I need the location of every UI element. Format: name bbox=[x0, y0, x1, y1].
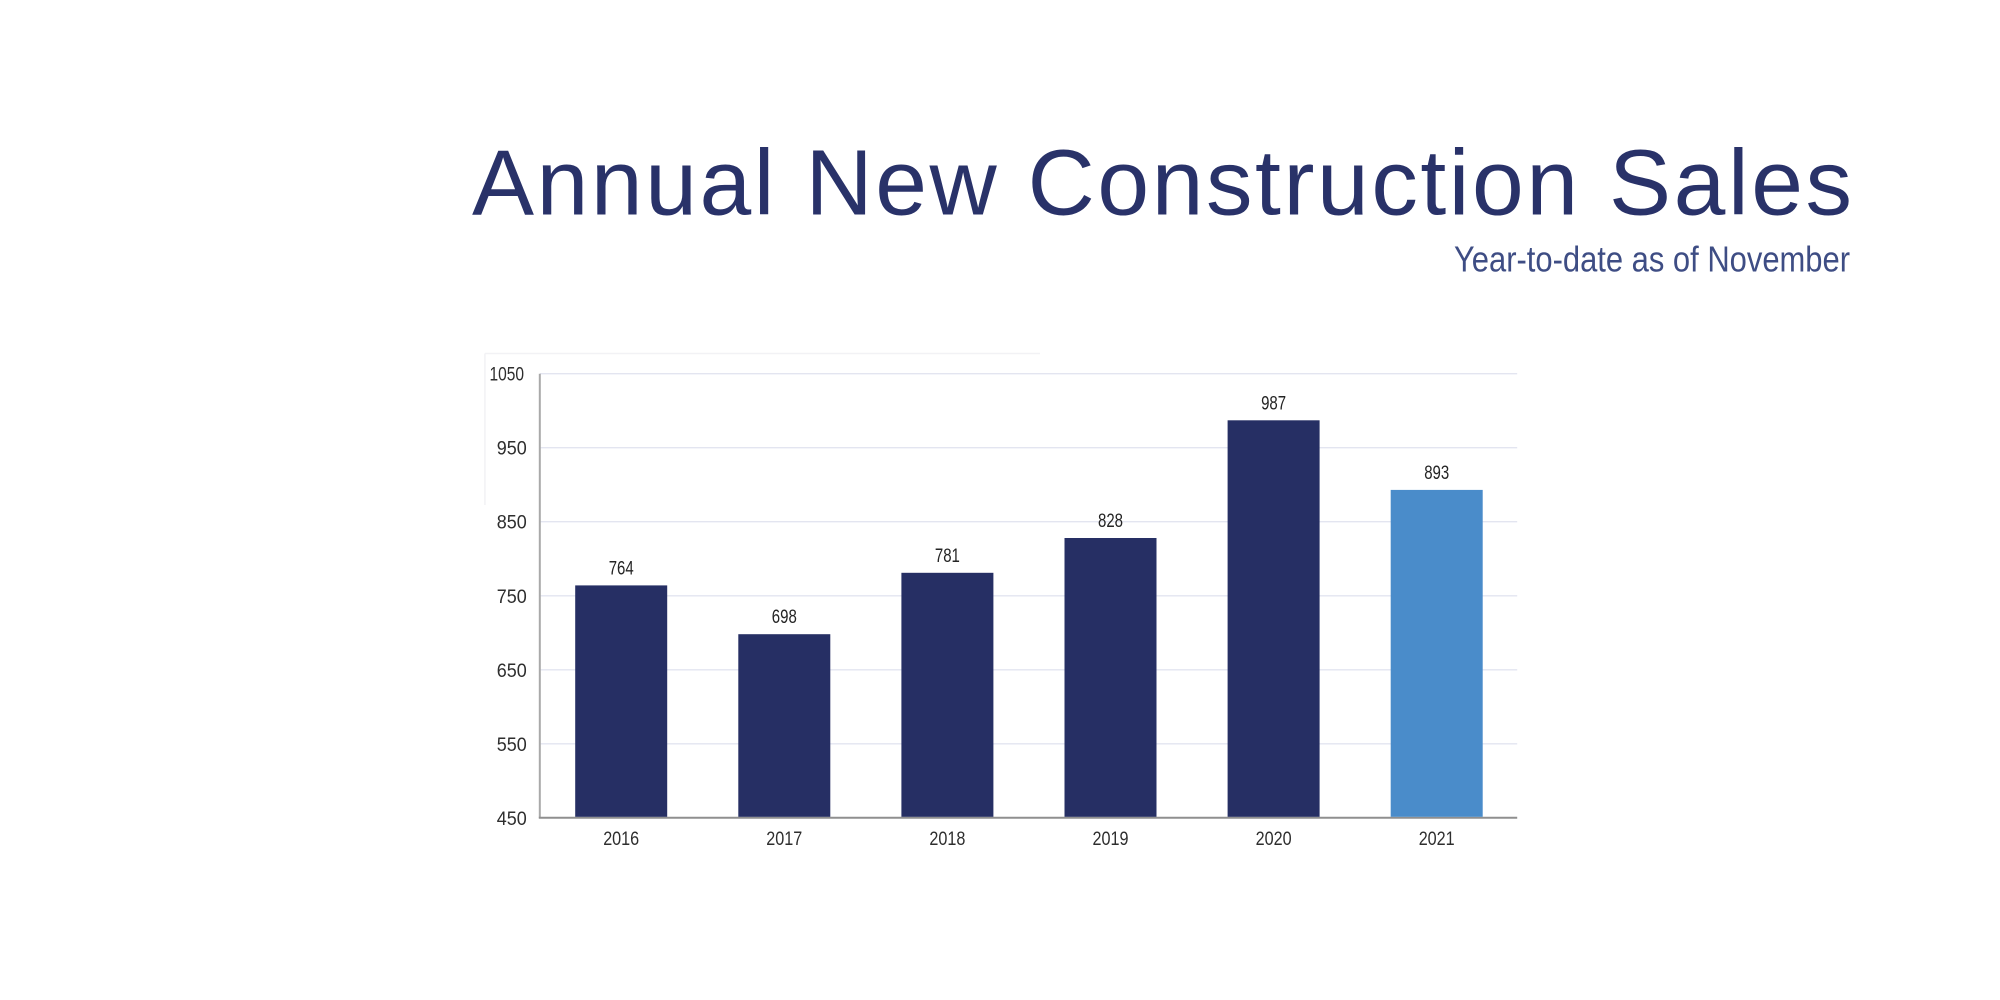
svg-text:987: 987 bbox=[1261, 393, 1286, 414]
svg-text:2018: 2018 bbox=[929, 829, 965, 850]
svg-text:2020: 2020 bbox=[1256, 829, 1292, 850]
svg-text:764: 764 bbox=[609, 558, 634, 579]
svg-text:Annual New Construction Sales: Annual New Construction Sales bbox=[472, 131, 1852, 235]
svg-text:750: 750 bbox=[497, 587, 527, 608]
svg-text:893: 893 bbox=[1424, 463, 1449, 484]
svg-text:1050: 1050 bbox=[490, 365, 525, 386]
svg-text:2016: 2016 bbox=[603, 829, 639, 850]
svg-text:650: 650 bbox=[497, 661, 527, 682]
svg-text:2017: 2017 bbox=[766, 829, 802, 850]
svg-text:781: 781 bbox=[935, 546, 960, 567]
svg-text:2021: 2021 bbox=[1419, 829, 1455, 850]
svg-text:450: 450 bbox=[497, 809, 527, 830]
svg-text:828: 828 bbox=[1098, 511, 1123, 532]
svg-text:950: 950 bbox=[497, 439, 527, 460]
svg-text:698: 698 bbox=[772, 607, 797, 628]
svg-text:850: 850 bbox=[497, 513, 527, 534]
svg-text:Year-to-date as of November: Year-to-date as of November bbox=[1454, 239, 1850, 280]
svg-text:2019: 2019 bbox=[1093, 829, 1129, 850]
svg-text:550: 550 bbox=[497, 735, 527, 756]
